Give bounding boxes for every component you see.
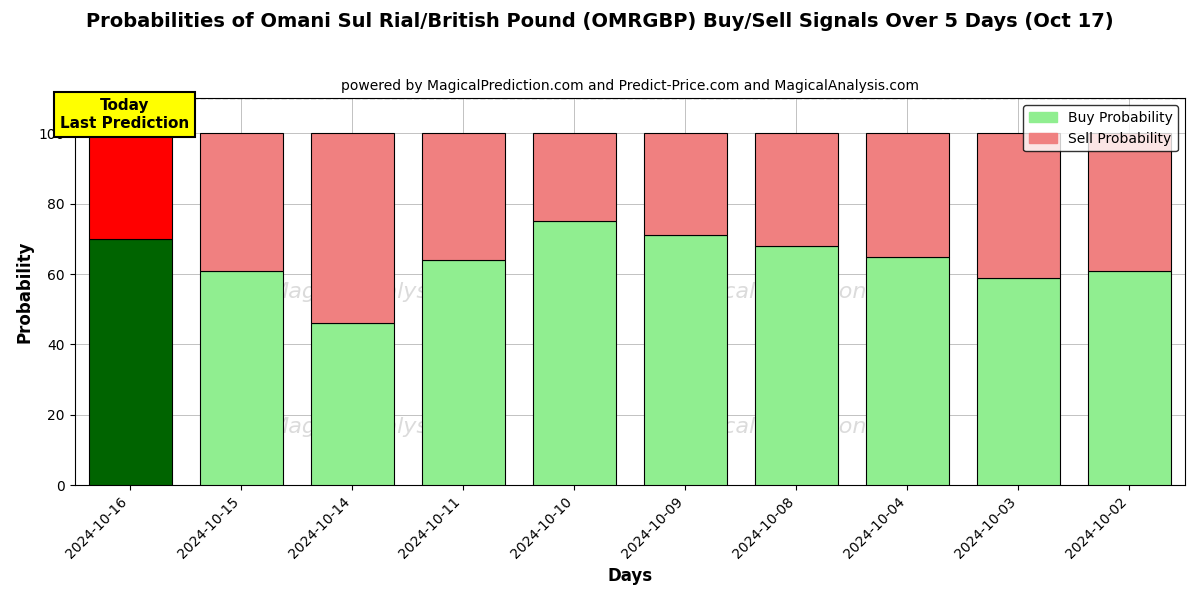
Title: powered by MagicalPrediction.com and Predict-Price.com and MagicalAnalysis.com: powered by MagicalPrediction.com and Pre… bbox=[341, 79, 919, 93]
Bar bbox=[865, 257, 949, 485]
Bar bbox=[1088, 133, 1171, 271]
Text: Today
Last Prediction: Today Last Prediction bbox=[60, 98, 190, 131]
Bar bbox=[199, 133, 283, 271]
Text: MagicalPrediction.com: MagicalPrediction.com bbox=[671, 282, 922, 302]
Bar bbox=[977, 278, 1060, 485]
Bar bbox=[89, 239, 172, 485]
X-axis label: Days: Days bbox=[607, 567, 653, 585]
Bar bbox=[533, 133, 616, 221]
Y-axis label: Probability: Probability bbox=[16, 241, 34, 343]
Text: MagicalAnalysis.com: MagicalAnalysis.com bbox=[270, 282, 502, 302]
Bar bbox=[977, 133, 1060, 278]
Bar bbox=[1088, 271, 1171, 485]
Bar bbox=[643, 133, 727, 235]
Legend: Buy Probability, Sell Probability: Buy Probability, Sell Probability bbox=[1024, 105, 1178, 151]
Bar bbox=[755, 246, 838, 485]
Text: MagicalPrediction.com: MagicalPrediction.com bbox=[671, 417, 922, 437]
Bar bbox=[865, 133, 949, 257]
Bar bbox=[199, 271, 283, 485]
Bar bbox=[311, 323, 394, 485]
Bar bbox=[755, 133, 838, 246]
Text: Probabilities of Omani Sul Rial/British Pound (OMRGBP) Buy/Sell Signals Over 5 D: Probabilities of Omani Sul Rial/British … bbox=[86, 12, 1114, 31]
Bar bbox=[421, 260, 505, 485]
Bar bbox=[643, 235, 727, 485]
Bar bbox=[533, 221, 616, 485]
Bar bbox=[89, 133, 172, 239]
Bar bbox=[421, 133, 505, 260]
Text: MagicalAnalysis.com: MagicalAnalysis.com bbox=[270, 417, 502, 437]
Bar bbox=[311, 133, 394, 323]
